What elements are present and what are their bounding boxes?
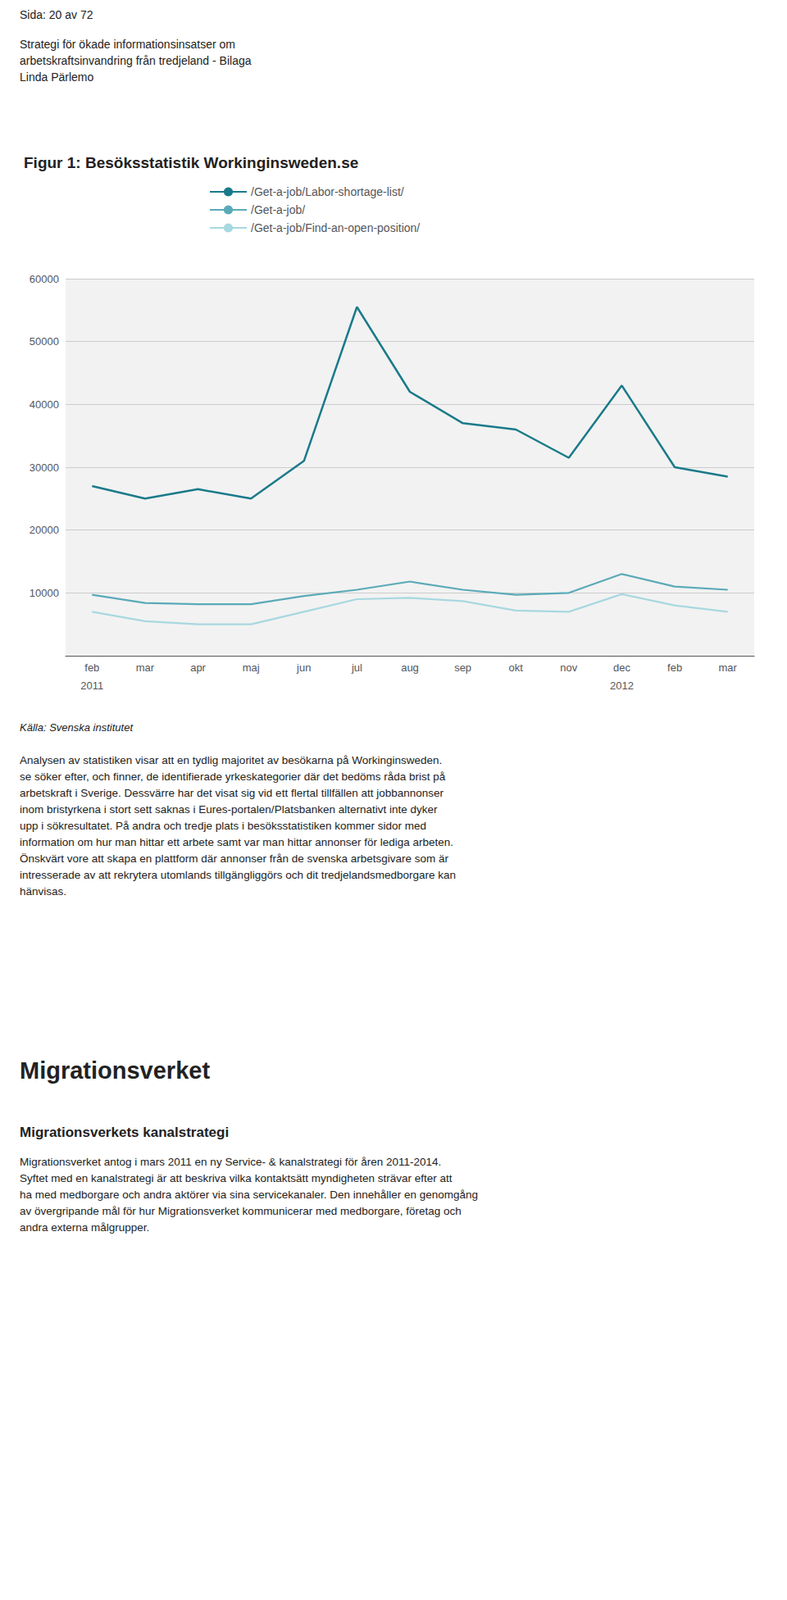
svg-text:apr: apr xyxy=(190,661,206,674)
html-text:arbetskraft i Sverige. Dessvär: arbetskraft i Sverige. Dessvärre har det… xyxy=(19,787,444,800)
html-text:arbetskraftsinvandring från tr: arbetskraftsinvandring från tredjeland -… xyxy=(19,54,252,68)
html-text:upp i sökresultatet. På andra: upp i sökresultatet. På andra och tredje… xyxy=(19,819,427,833)
svg-text:dec: dec xyxy=(613,661,631,674)
svg-text:mar: mar xyxy=(718,661,737,674)
svg-text:feb: feb xyxy=(84,661,100,674)
svg-text:jul: jul xyxy=(350,661,363,674)
svg-text:2012: 2012 xyxy=(609,679,634,692)
svg-text:maj: maj xyxy=(242,661,260,674)
svg-text:/Get-a-job/: /Get-a-job/ xyxy=(250,203,305,217)
html-text:hänvisas.: hänvisas. xyxy=(19,885,67,898)
svg-text:40000: 40000 xyxy=(29,398,60,411)
html-text:Migrationsverkets kanalstrateg: Migrationsverkets kanalstrategi xyxy=(19,1124,229,1141)
html-text:Linda Pärlemo: Linda Pärlemo xyxy=(19,70,94,84)
svg-text:20000: 20000 xyxy=(29,523,60,537)
svg-text:aug: aug xyxy=(400,661,419,674)
html-text:Analysen av statistiken visar: Analysen av statistiken visar att en tyd… xyxy=(19,754,443,767)
svg-text:30000: 30000 xyxy=(29,461,60,474)
svg-text:feb: feb xyxy=(667,661,683,674)
svg-text:mar: mar xyxy=(136,661,155,674)
svg-text:nov: nov xyxy=(559,661,578,674)
html-text:inom bristyrkena i stort sett: inom bristyrkena i stort sett saknas i E… xyxy=(19,803,438,816)
html-text:Strategi för ökade information: Strategi för ökade informationsinsatser … xyxy=(19,37,236,51)
svg-text:60000: 60000 xyxy=(29,272,60,286)
html-text:andra externa målgrupper.: andra externa målgrupper. xyxy=(19,1221,150,1234)
html-text:Syftet med en kanalstrategi är: Syftet med en kanalstrategi är att beskr… xyxy=(19,1172,453,1185)
html-text:Migrationsverket: Migrationsverket xyxy=(19,1057,210,1084)
svg-text:50000: 50000 xyxy=(29,335,60,348)
svg-text:jun: jun xyxy=(295,661,311,674)
svg-text:okt: okt xyxy=(509,661,524,674)
html-text:information om hur man hittar: information om hur man hittar ett arbete… xyxy=(19,836,454,849)
svg-text:Figur 1: Besöksstatistik Worki: Figur 1: Besöksstatistik Workinginsweden… xyxy=(23,154,359,172)
html-text:av övergripande mål för hur Mi: av övergripande mål för hur Migrationsve… xyxy=(19,1205,462,1218)
svg-text:/Get-a-job/Find-an-open-positi: /Get-a-job/Find-an-open-position/ xyxy=(250,221,420,235)
html-text:Migrationsverket antog i mars: Migrationsverket antog i mars 2011 en ny… xyxy=(19,1155,442,1169)
svg-text:2011: 2011 xyxy=(80,679,104,692)
html-text:Önskvärt vore att skapa en pla: Önskvärt vore att skapa en plattform där… xyxy=(19,852,449,865)
html-text:ha med medborgare och andra ak: ha med medborgare och andra aktörer via … xyxy=(19,1188,479,1201)
html-text:Källa: Svenska institutet: Källa: Svenska institutet xyxy=(19,721,133,734)
html-text:Sida: 20 av 72: Sida: 20 av 72 xyxy=(19,8,94,22)
svg-text:10000: 10000 xyxy=(29,586,60,600)
html-text:se söker efter, och finner, de: se söker efter, och finner, de identifie… xyxy=(19,770,446,783)
html-text:intresserade av att rekrytera: intresserade av att rekrytera utomlands … xyxy=(19,868,456,882)
svg-text:sep: sep xyxy=(454,661,472,674)
svg-text:/Get-a-job/Labor-shortage-list: /Get-a-job/Labor-shortage-list/ xyxy=(250,185,405,199)
